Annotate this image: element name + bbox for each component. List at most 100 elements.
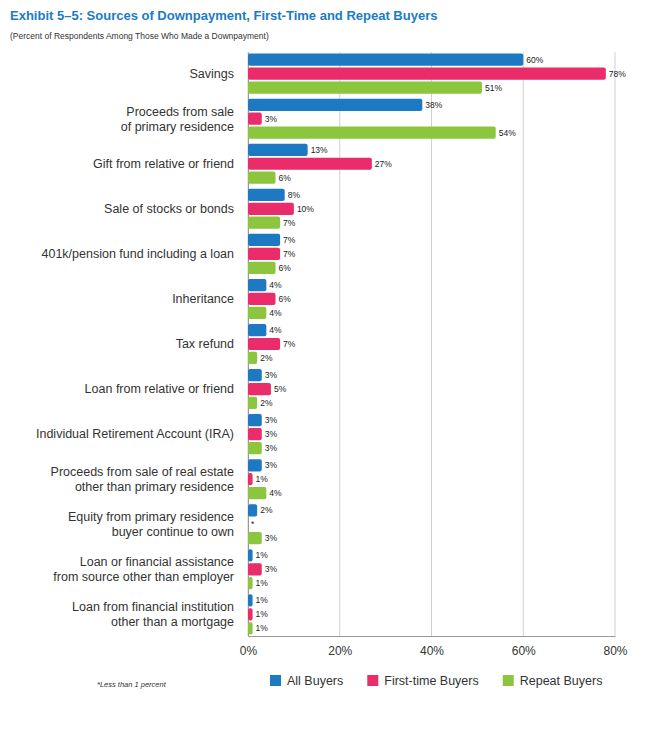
category-label: Tax refund (176, 337, 234, 351)
bar (248, 608, 253, 620)
y-tick: Equity from primary residencebuyer conti… (68, 510, 248, 539)
data-label: 51% (485, 83, 502, 93)
y-tick: Sale of stocks or bonds (104, 202, 248, 216)
x-tick-label: 40% (420, 644, 444, 658)
y-tick: Savings (190, 67, 248, 81)
y-tick: Proceeds from saleof primary residence (121, 105, 248, 134)
bar (248, 369, 262, 381)
category-label: Inheritance (172, 292, 234, 306)
x-tick: 20% (328, 636, 352, 658)
bar (248, 217, 280, 229)
data-label: 4% (269, 325, 282, 335)
data-label: 78% (609, 69, 626, 79)
x-tick-label: 60% (512, 644, 536, 658)
bar (248, 563, 262, 575)
data-label: 3% (265, 564, 278, 574)
category-label: Proceeds from sale of real estateother t… (51, 465, 234, 494)
grid-line (523, 52, 524, 636)
data-label: 7% (283, 249, 296, 259)
bar (248, 158, 372, 170)
data-label: 2% (260, 398, 273, 408)
data-label: 27% (375, 159, 392, 169)
bar (248, 248, 280, 260)
title: Exhibit 5–5: Sources of Downpayment, Fir… (10, 8, 437, 23)
category-label: Loan from relative or friend (85, 382, 234, 396)
data-label: 1% (256, 474, 269, 484)
data-label: 1% (256, 609, 269, 619)
legend-swatch (270, 675, 281, 686)
x-tick-label: 20% (328, 644, 352, 658)
data-label: 3% (265, 460, 278, 470)
data-label: 3% (265, 443, 278, 453)
legend-swatch (367, 675, 378, 686)
bar (248, 577, 253, 589)
data-label: 3% (265, 429, 278, 439)
x-tick-label: 80% (603, 644, 627, 658)
data-labels: 60%38%13%8%7%4%4%3%3%3%2%1%1%78%3%27%10%… (251, 55, 626, 634)
bar (248, 518, 249, 530)
grid-line (431, 52, 432, 636)
data-label: 5% (274, 384, 287, 394)
bar (248, 383, 271, 395)
data-label: 1% (256, 623, 269, 633)
bar (248, 459, 262, 471)
bar (248, 338, 280, 350)
y-axis: Savings Proceeds from saleof primary resi… (36, 53, 249, 637)
bar (248, 324, 266, 336)
bar (248, 397, 257, 409)
legend-item: First-time Buyers (367, 674, 478, 688)
subtitle: (Percent of Respondents Among Those Who … (10, 31, 269, 41)
y-tick: Tax refund (176, 337, 248, 351)
y-tick: Loan from relative or friend (85, 382, 248, 396)
data-label: 4% (269, 488, 282, 498)
bar (248, 504, 257, 516)
data-label: 3% (265, 533, 278, 543)
bar (248, 279, 266, 291)
category-label: Loan from financial institutionother tha… (72, 600, 234, 629)
bar (248, 81, 482, 93)
legend-item: Repeat Buyers (503, 674, 603, 688)
category-label: Individual Retirement Account (IRA) (36, 427, 234, 441)
grid (248, 52, 615, 636)
legend-item: All Buyers (270, 674, 343, 688)
data-label: 6% (279, 263, 292, 273)
x-tick: 60% (512, 636, 536, 658)
bar (248, 144, 308, 156)
x-axis: 0% 20% 40% 60% 80% (240, 636, 628, 658)
data-label: 10% (297, 204, 314, 214)
bar (248, 473, 253, 485)
category-label: Savings (190, 67, 234, 81)
x-tick: 80% (603, 636, 627, 658)
x-axis-line (249, 636, 616, 637)
y-tick: Loan or financial assistancefrom source … (53, 555, 248, 584)
y-tick: Loan from financial institutionother tha… (72, 600, 248, 629)
bar (248, 189, 285, 201)
category-label: 401k/pension fund including a loan (41, 247, 234, 261)
bar (248, 428, 262, 440)
category-label: Proceeds from saleof primary residence (121, 105, 234, 134)
y-tick: Proceeds from sale of real estateother t… (51, 465, 248, 494)
data-label: 4% (269, 280, 282, 290)
data-label: 7% (283, 339, 296, 349)
bar (248, 126, 496, 138)
y-tick: Individual Retirement Account (IRA) (36, 427, 248, 441)
category-label: Loan or financial assistancefrom source … (53, 555, 234, 584)
legend-label: Repeat Buyers (520, 674, 603, 688)
x-tick-label: 0% (240, 644, 258, 658)
bar (248, 414, 262, 426)
y-tick: Gift from relative or friend (93, 157, 248, 171)
data-label: 8% (288, 190, 301, 200)
footnote: *Less than 1 percent (97, 680, 167, 689)
data-label: 2% (260, 353, 273, 363)
data-label: 54% (499, 128, 516, 138)
grid-line (339, 52, 340, 636)
legend-swatch (503, 675, 514, 686)
category-label: Equity from primary residencebuyer conti… (68, 510, 234, 539)
bar (248, 262, 276, 274)
bar (248, 352, 257, 364)
legend-label: First-time Buyers (384, 674, 478, 688)
data-label: 2% (260, 505, 273, 515)
bar (248, 622, 253, 634)
data-label: * (251, 519, 255, 529)
data-label: 38% (425, 100, 442, 110)
